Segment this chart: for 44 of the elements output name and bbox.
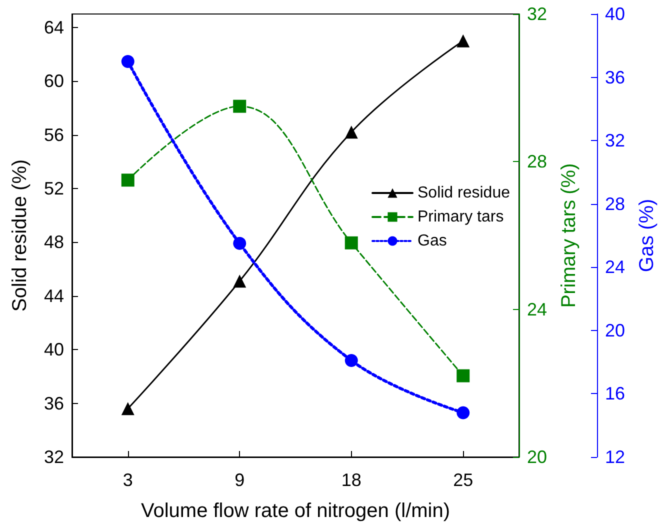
- y2-tick-label: 20: [527, 447, 548, 467]
- y3-axis-title: Gas (%): [636, 198, 658, 272]
- x-axis-title: Volume flow rate of nitrogen (l/min): [140, 500, 450, 522]
- point: [456, 34, 470, 48]
- point: [344, 354, 358, 367]
- y-tick-label: 40: [44, 340, 64, 360]
- x-tick-label: 25: [453, 470, 474, 490]
- point: [456, 406, 470, 420]
- y3-tick-label: 28: [605, 194, 626, 214]
- y2-tick-label: 32: [527, 4, 548, 24]
- y3-tick-label: 40: [605, 4, 626, 24]
- x-tick-label: 3: [122, 470, 133, 490]
- y3-tick-label: 24: [605, 257, 626, 278]
- y2-tick-label: 28: [527, 152, 548, 172]
- y3-tick-label: 16: [605, 384, 626, 404]
- x-tick-label: 18: [341, 470, 362, 490]
- point: [121, 174, 134, 187]
- point: [344, 236, 358, 250]
- point: [233, 236, 246, 250]
- point: [121, 54, 134, 68]
- y-tick-label: 60: [44, 71, 64, 92]
- y-tick-label: 52: [44, 178, 64, 199]
- y-tick-label: 44: [44, 286, 64, 306]
- y-tick-label: 56: [44, 124, 64, 145]
- legend-label: Gas: [418, 232, 447, 250]
- x-tick-label: 9: [234, 470, 245, 490]
- y3-tick-label: 12: [605, 447, 626, 467]
- point: [233, 274, 246, 288]
- y3-tick-label: 32: [605, 130, 626, 151]
- point: [121, 402, 134, 416]
- y-axis-title: Solid residue (%): [9, 159, 31, 312]
- legend-label: Solid residue: [418, 184, 510, 202]
- y-tick-label: 48: [44, 232, 64, 252]
- y-tick-label: 36: [44, 393, 64, 414]
- point: [456, 369, 470, 382]
- legend-label: Primary tars: [418, 208, 504, 226]
- point: [344, 126, 358, 139]
- y2-tick-label: 24: [527, 299, 548, 320]
- y3-tick-label: 20: [605, 320, 626, 340]
- y2-axis-title: Primary tars (%): [558, 163, 580, 308]
- y-tick-label: 64: [44, 17, 64, 38]
- y-tick-label: 32: [44, 447, 64, 467]
- y3-tick-label: 36: [605, 67, 626, 88]
- point: [233, 100, 246, 113]
